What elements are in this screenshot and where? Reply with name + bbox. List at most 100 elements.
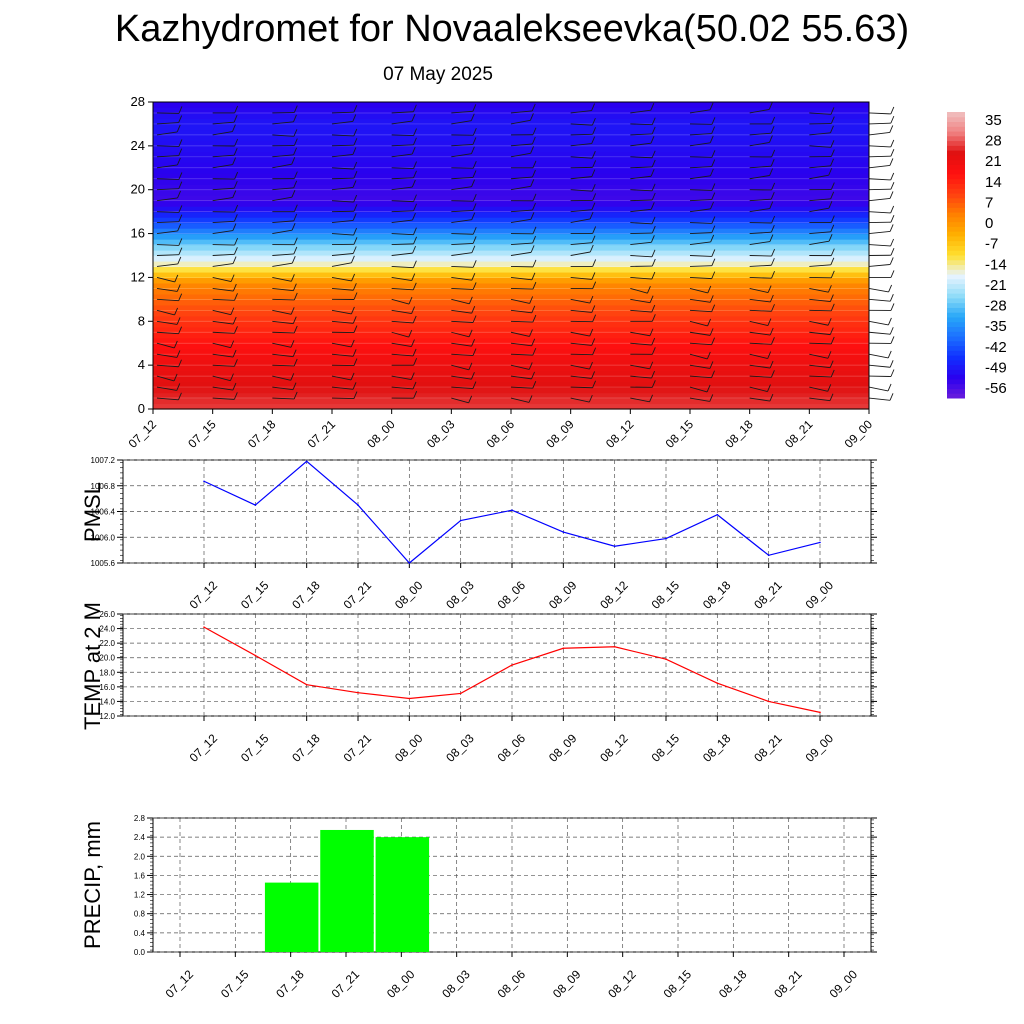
wind-barb-flag <box>530 113 534 121</box>
wind-barb-flag <box>592 127 597 135</box>
wind-barb <box>272 163 292 169</box>
wind-barb-flag <box>230 307 235 315</box>
wind-barb-flag <box>234 326 238 334</box>
wind-barb-flag <box>412 315 417 324</box>
wind-barb <box>868 397 891 401</box>
wind-barb <box>451 266 474 268</box>
wind-barb <box>749 198 772 202</box>
wind-barb <box>451 219 472 224</box>
heatmap-cell <box>153 321 869 328</box>
x-tick-label: 08_06 <box>484 417 518 451</box>
wind-barb <box>391 309 412 315</box>
wind-barb-flag <box>178 172 183 180</box>
wind-barb-flag <box>530 179 535 187</box>
wind-barb-flag <box>651 249 656 258</box>
x-tick-label: 08_18 <box>716 967 750 1001</box>
wind-barb-flag <box>767 318 772 326</box>
wind-barb-flag <box>532 347 537 356</box>
wind-barb-flag <box>173 373 178 382</box>
colorbar-swatch <box>947 216 965 223</box>
colorbar-swatch <box>947 245 965 251</box>
wind-barb <box>749 375 772 378</box>
wind-barb-flag <box>890 215 895 223</box>
heatmap-cell <box>153 332 869 339</box>
wind-barb-flag <box>767 351 772 359</box>
wind-barb-flag <box>353 194 358 203</box>
wind-barb <box>391 320 414 324</box>
wind-barb-flag <box>232 157 237 165</box>
wind-barb-flag <box>771 149 776 158</box>
wind-barb-flag <box>770 125 775 134</box>
wind-barb <box>689 208 711 213</box>
wind-barb-flag <box>176 284 181 292</box>
wind-barb <box>570 123 593 126</box>
wind-barb <box>391 200 414 203</box>
x-tick-label: 09_00 <box>803 578 837 612</box>
colorbar-swatch <box>947 383 965 389</box>
wind-barb <box>689 166 712 169</box>
wind-barb <box>809 207 830 213</box>
wind-barb <box>272 309 292 315</box>
wind-barb-flag <box>411 339 415 347</box>
wind-barb <box>868 244 891 247</box>
y-tick-label: 2.4 <box>134 833 146 842</box>
heatmap-cell <box>153 112 869 120</box>
wind-barb-flag <box>471 339 475 347</box>
wind-barb-flag <box>293 114 297 122</box>
wind-barb <box>391 243 414 245</box>
y-axis-title: PRECIP, mm <box>80 821 105 949</box>
wind-barb-flag <box>650 136 655 144</box>
heatmap-cell <box>153 359 869 366</box>
temp-point <box>357 691 359 694</box>
wind-barb <box>749 208 770 213</box>
heatmap-cell <box>153 233 869 240</box>
colorbar-swatch <box>947 221 965 227</box>
wind-barb-flag <box>232 256 237 264</box>
wind-barb-flag <box>472 203 477 211</box>
wind-barb <box>570 397 590 403</box>
wind-barb <box>272 229 293 235</box>
wind-barb <box>689 189 712 191</box>
wind-barb <box>212 121 235 125</box>
colorbar-swatch <box>947 159 965 165</box>
heatmap-cell <box>153 102 869 109</box>
x-tick-label: 08_00 <box>364 417 398 451</box>
wind-barb-flag <box>651 126 656 135</box>
wind-barb <box>809 132 831 136</box>
wind-barb <box>451 320 474 323</box>
wind-barb <box>749 109 770 114</box>
wind-barb <box>331 153 353 158</box>
y-tick-label: 12.0 <box>99 712 115 721</box>
wind-barb <box>156 254 179 256</box>
wind-barb <box>630 287 648 294</box>
wind-barb <box>391 386 414 390</box>
x-tick-label: 08_06 <box>495 731 529 765</box>
heatmap-cell <box>153 244 869 251</box>
x-tick-label: 08_09 <box>550 967 584 1001</box>
temp-point <box>819 711 821 714</box>
wind-barb <box>570 353 593 356</box>
wind-barb <box>689 298 711 303</box>
wind-barb-flag <box>532 259 537 268</box>
pmsl-point <box>665 537 667 540</box>
wind-barb-flag <box>771 271 775 279</box>
wind-barb-flag <box>532 202 536 211</box>
wind-barb <box>510 353 533 356</box>
wind-barb-flag <box>532 160 537 168</box>
wind-barb-flag <box>178 139 183 147</box>
wind-barb-flag <box>472 348 477 356</box>
wind-barb <box>331 111 354 114</box>
wind-barb <box>156 244 179 246</box>
heatmap-cell <box>153 255 869 262</box>
wind-barb <box>570 189 593 192</box>
wind-barb-flag <box>769 393 774 402</box>
x-tick-label: 08_21 <box>782 417 816 451</box>
wind-barb <box>689 386 708 393</box>
temp-point <box>408 697 411 700</box>
colorbar-label: 0 <box>985 215 993 232</box>
wind-barb-flag <box>769 135 773 143</box>
wind-barb <box>868 188 891 191</box>
colorbar-swatch <box>947 207 965 213</box>
colorbar-swatch <box>947 340 965 347</box>
wind-barb-flag <box>352 147 357 155</box>
